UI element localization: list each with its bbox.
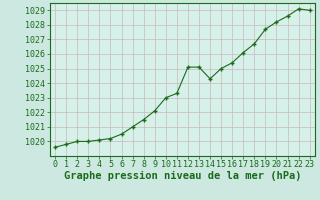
X-axis label: Graphe pression niveau de la mer (hPa): Graphe pression niveau de la mer (hPa) (64, 171, 301, 181)
